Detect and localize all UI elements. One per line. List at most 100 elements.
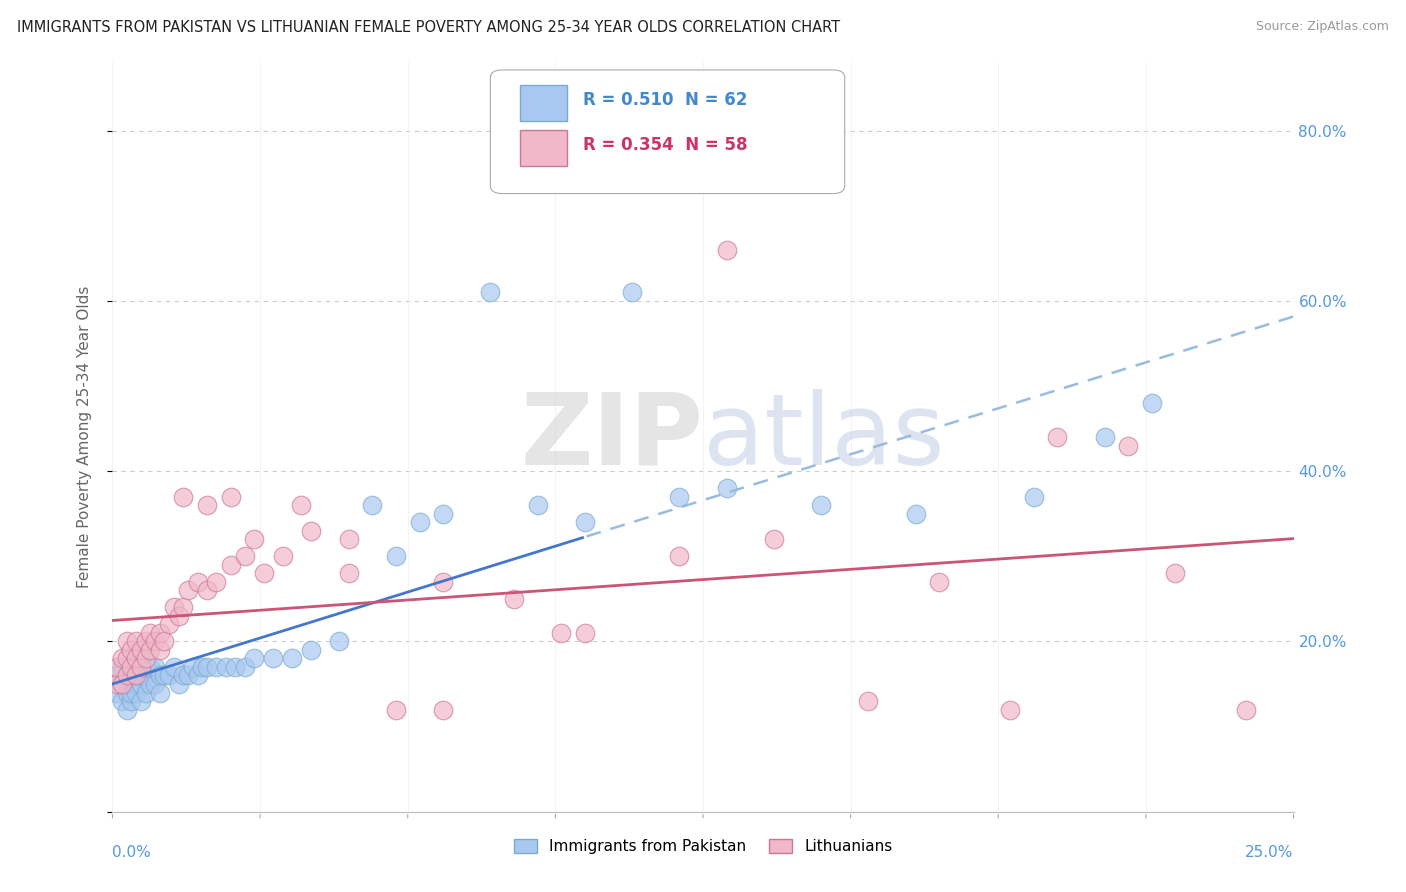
Point xyxy=(120,685,142,699)
Text: R = 0.510  N = 62: R = 0.510 N = 62 xyxy=(582,91,747,109)
Point xyxy=(135,685,157,699)
Point xyxy=(125,685,148,699)
Text: ZIP: ZIP xyxy=(520,389,703,485)
Point xyxy=(120,694,142,708)
Text: atlas: atlas xyxy=(703,389,945,485)
Point xyxy=(139,660,162,674)
FancyBboxPatch shape xyxy=(520,130,567,166)
Point xyxy=(105,677,128,691)
Point xyxy=(205,574,228,589)
Text: IMMIGRANTS FROM PAKISTAN VS LITHUANIAN FEMALE POVERTY AMONG 25-34 YEAR OLDS CORR: IMMIGRANTS FROM PAKISTAN VS LITHUANIAN F… xyxy=(17,20,839,35)
Point xyxy=(716,481,738,495)
Point xyxy=(479,285,502,300)
Point xyxy=(135,668,157,682)
Point xyxy=(143,677,166,691)
Point xyxy=(408,515,430,529)
Point xyxy=(111,660,134,674)
Point xyxy=(215,660,238,674)
Point xyxy=(177,668,200,682)
Point xyxy=(143,634,166,648)
Point xyxy=(111,694,134,708)
Point xyxy=(928,574,950,589)
Point xyxy=(105,668,128,682)
Point xyxy=(503,591,526,606)
Point xyxy=(858,694,880,708)
Point xyxy=(120,677,142,691)
Point xyxy=(191,660,214,674)
Point xyxy=(205,660,228,674)
Point xyxy=(129,677,152,691)
Point xyxy=(153,668,176,682)
Y-axis label: Female Poverty Among 25-34 Year Olds: Female Poverty Among 25-34 Year Olds xyxy=(77,286,91,588)
Point xyxy=(1046,430,1069,444)
Point xyxy=(361,498,384,512)
Point xyxy=(115,668,138,682)
Point xyxy=(125,634,148,648)
Point xyxy=(129,668,152,682)
Point xyxy=(299,643,322,657)
Point xyxy=(233,660,256,674)
Point xyxy=(574,626,596,640)
Point xyxy=(186,574,208,589)
Point xyxy=(432,702,454,716)
Point xyxy=(149,685,172,699)
Legend: Immigrants from Pakistan, Lithuanians: Immigrants from Pakistan, Lithuanians xyxy=(508,832,898,860)
Point xyxy=(120,668,142,682)
Point xyxy=(115,685,138,699)
Point xyxy=(163,660,186,674)
Point xyxy=(172,490,194,504)
Point xyxy=(195,498,218,512)
Point xyxy=(153,634,176,648)
Point xyxy=(668,549,690,564)
Point xyxy=(129,694,152,708)
Point xyxy=(120,660,142,674)
Point xyxy=(621,285,644,300)
Point xyxy=(139,626,162,640)
Text: Source: ZipAtlas.com: Source: ZipAtlas.com xyxy=(1256,20,1389,33)
Point xyxy=(125,677,148,691)
Point xyxy=(1022,490,1045,504)
Point xyxy=(111,677,134,691)
Point xyxy=(111,677,134,691)
Point xyxy=(120,643,142,657)
Text: 0.0%: 0.0% xyxy=(112,846,152,861)
Point xyxy=(125,668,148,682)
Point xyxy=(337,566,360,581)
Point xyxy=(574,515,596,529)
Point xyxy=(243,651,266,665)
Point xyxy=(328,634,350,648)
Point xyxy=(233,549,256,564)
Point xyxy=(163,600,186,615)
Point xyxy=(125,660,148,674)
Point xyxy=(337,533,360,547)
Point xyxy=(157,668,180,682)
Point xyxy=(129,643,152,657)
Point xyxy=(135,634,157,648)
Point xyxy=(186,668,208,682)
Point xyxy=(139,643,162,657)
Point xyxy=(219,558,242,572)
FancyBboxPatch shape xyxy=(520,85,567,121)
Point xyxy=(810,498,832,512)
Point xyxy=(385,702,408,716)
Point xyxy=(129,660,152,674)
Point xyxy=(125,668,148,682)
Point xyxy=(143,660,166,674)
Point xyxy=(167,677,190,691)
Point xyxy=(904,507,927,521)
Point xyxy=(1234,702,1257,716)
Point xyxy=(262,651,284,665)
Point xyxy=(139,677,162,691)
Point xyxy=(195,660,218,674)
Point xyxy=(668,490,690,504)
Point xyxy=(762,533,785,547)
Point xyxy=(299,524,322,538)
FancyBboxPatch shape xyxy=(491,70,845,194)
Point xyxy=(177,583,200,598)
Point xyxy=(253,566,276,581)
Point xyxy=(105,660,128,674)
Point xyxy=(1116,439,1139,453)
Point xyxy=(115,651,138,665)
Point xyxy=(167,608,190,623)
Point xyxy=(111,651,134,665)
